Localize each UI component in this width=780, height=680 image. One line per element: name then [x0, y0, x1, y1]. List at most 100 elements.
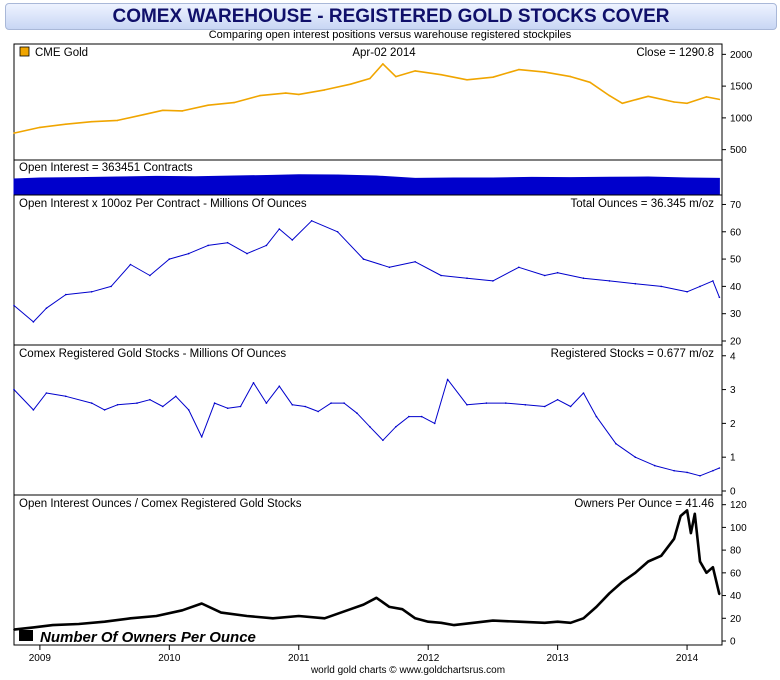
registered-title: Comex Registered Gold Stocks - Millions …	[19, 348, 286, 360]
data-point-0-20	[466, 79, 468, 81]
y-tick-label-4-5: 100	[730, 523, 747, 534]
registered-value: Registered Stocks = 0.677 m/oz	[551, 348, 715, 360]
data-point-0-11	[285, 92, 287, 94]
data-point-0-18	[414, 70, 417, 72]
data-point-2-10	[207, 244, 209, 247]
data-point-0-30	[686, 102, 688, 105]
data-point-4-42	[705, 572, 708, 574]
y-tick-label-2-1: 30	[730, 309, 742, 320]
data-point-0-27	[621, 102, 624, 105]
data-point-2-11	[226, 241, 229, 244]
panel-frame-1	[13, 43, 723, 161]
close-label: Close = 1290.8	[636, 47, 714, 59]
data-point-2-12	[246, 252, 248, 255]
data-point-3-16	[252, 382, 255, 384]
data-point-3-6	[116, 404, 119, 406]
panel-frame-3	[13, 194, 723, 346]
data-point-0-32	[718, 98, 721, 101]
data-point-0-19	[440, 73, 442, 76]
data-point-2-26	[556, 271, 559, 274]
y-tick-label-4-1: 20	[730, 614, 742, 625]
data-point-4-34	[647, 560, 649, 563]
legend-label-gold: CME Gold	[35, 47, 88, 59]
data-point-0-26	[608, 94, 611, 97]
data-point-0-0	[13, 132, 15, 134]
data-point-4-15	[362, 603, 365, 606]
data-point-0-21	[492, 76, 494, 78]
owners-title: Open Interest Ounces / Comex Registered …	[19, 498, 302, 510]
data-point-2-28	[608, 280, 611, 282]
data-point-2-27	[582, 277, 585, 280]
data-point-3-47	[712, 469, 714, 472]
data-point-4-30	[595, 606, 598, 608]
data-point-0-28	[647, 95, 649, 98]
data-point-2-14	[278, 228, 281, 230]
data-point-3-39	[582, 392, 585, 394]
data-point-3-41	[615, 442, 617, 445]
data-point-3-48	[718, 467, 721, 469]
data-point-4-9	[220, 611, 222, 614]
y-tick-label-4-2: 40	[730, 591, 742, 602]
data-point-4-40	[694, 513, 696, 515]
data-point-4-5	[129, 617, 132, 620]
data-point-3-18	[278, 385, 281, 388]
data-point-0-24	[569, 75, 572, 78]
marks-group	[13, 63, 721, 631]
data-point-3-31	[446, 378, 449, 381]
data-point-3-34	[505, 402, 507, 404]
data-point-0-23	[543, 71, 546, 73]
data-point-2-29	[634, 282, 637, 285]
data-point-4-33	[634, 572, 637, 574]
x-tick-label-1: 2010	[158, 653, 181, 664]
x-tick-label-4: 2013	[546, 653, 569, 664]
data-point-4-37	[679, 515, 682, 517]
data-point-4-22	[453, 624, 455, 626]
data-point-0-31	[705, 96, 708, 98]
data-point-4-7	[181, 609, 184, 612]
data-point-3-20	[304, 405, 307, 408]
labels-group: 2009 2010 2011 2012 2013 2014500100015002000C…	[19, 46, 753, 676]
data-point-4-43	[712, 566, 714, 568]
panels-group	[13, 43, 726, 650]
data-point-2-18	[362, 258, 365, 260]
data-point-3-30	[433, 422, 436, 425]
data-point-4-28	[569, 622, 572, 624]
data-point-3-25	[369, 426, 371, 428]
data-point-3-5	[103, 409, 106, 411]
data-point-3-1	[32, 409, 35, 411]
data-point-3-37	[556, 398, 559, 401]
data-point-0-12	[298, 93, 300, 96]
data-point-4-3	[77, 623, 80, 625]
data-point-3-15	[239, 405, 242, 408]
y-tick-label-4-0: 0	[730, 637, 736, 648]
y-tick-label-0-1: 1000	[730, 113, 753, 124]
y-tick-label-3-3: 3	[730, 385, 736, 396]
data-point-2-4	[90, 291, 93, 293]
data-point-2-17	[336, 231, 339, 233]
data-point-3-14	[226, 407, 229, 410]
data-point-2-33	[712, 280, 714, 282]
data-point-3-3	[65, 395, 67, 398]
chart-title: COMEX WAREHOUSE - REGISTERED GOLD STOCKS…	[112, 6, 670, 27]
total-ounces-value: Total Ounces = 36.345 m/oz	[570, 198, 714, 210]
chart-subtitle: Comparing open interest positions versus…	[208, 29, 572, 41]
y-tick-label-2-4: 60	[730, 227, 742, 238]
data-point-3-35	[524, 404, 527, 406]
data-point-3-21	[317, 410, 320, 413]
data-point-2-6	[129, 263, 132, 266]
data-point-2-25	[543, 274, 546, 277]
data-point-3-44	[673, 469, 675, 472]
x-tick-label-0: 2009	[29, 653, 52, 664]
data-point-3-17	[265, 402, 268, 404]
data-point-4-18	[401, 608, 404, 610]
data-point-3-4	[90, 402, 93, 404]
data-point-3-22	[330, 402, 332, 404]
data-point-4-19	[414, 617, 417, 620]
legend-swatch-owners	[19, 630, 33, 641]
data-point-2-1	[32, 321, 35, 323]
data-point-4-27	[556, 620, 559, 623]
data-point-2-20	[414, 261, 417, 263]
data-point-3-46	[699, 475, 701, 477]
data-point-4-39	[690, 532, 692, 534]
y-tick-label-4-3: 60	[730, 568, 742, 579]
